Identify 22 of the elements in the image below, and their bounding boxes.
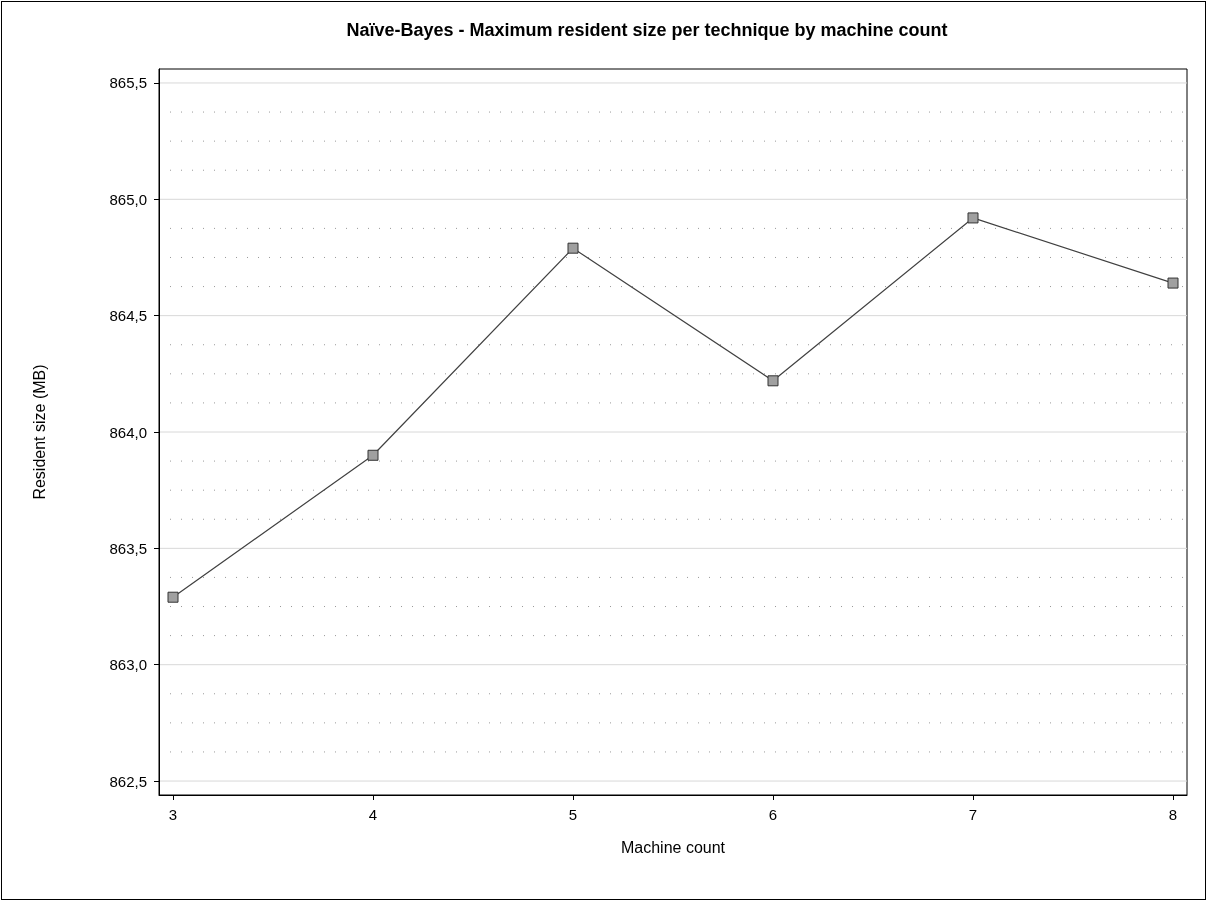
- x-tick-label: 3: [168, 806, 178, 823]
- y-tick-label: 865,5: [109, 74, 147, 92]
- y-tick-label: 863,5: [109, 539, 147, 557]
- x-tick-label: 7: [968, 806, 978, 823]
- point: [767, 375, 779, 387]
- point: [567, 242, 579, 254]
- x-tick-label: 4: [368, 806, 378, 823]
- point: [167, 591, 179, 603]
- point: [367, 449, 379, 461]
- y-tick-label: 862,5: [109, 772, 147, 790]
- chart-title: Naïve-Bayes - Maximum resident size per technique by machine count: [346, 20, 948, 40]
- point: [967, 212, 979, 224]
- point: [1167, 277, 1179, 289]
- x-tick-label: 8: [1168, 806, 1178, 823]
- x-axis-title: Machine count: [620, 838, 726, 856]
- y-tick-label: 864,0: [109, 423, 147, 441]
- y-tick-label: 863,0: [109, 656, 147, 674]
- x-tick-label: 5: [568, 806, 578, 823]
- x-tick-label: 6: [768, 806, 778, 823]
- y-tick-label: 864,5: [109, 307, 147, 325]
- y-axis-title: Resident size (MB): [30, 364, 48, 500]
- y-tick-label: 865,0: [109, 190, 147, 208]
